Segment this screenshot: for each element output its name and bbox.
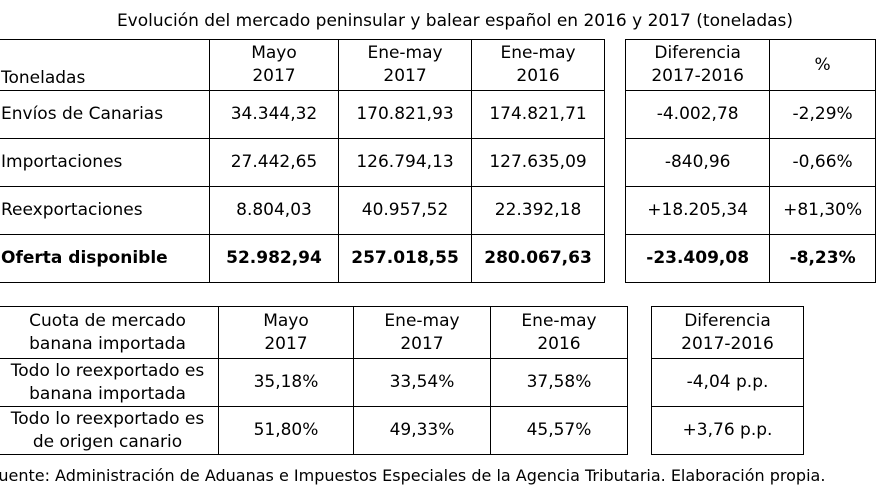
row-label: Oferta disponible — [0, 234, 210, 283]
header-cuota: Cuota de mercado banana importada — [0, 306, 219, 359]
header-toneladas: Toneladas — [0, 39, 210, 91]
row-label: Importaciones — [0, 138, 210, 187]
column-gap — [628, 307, 652, 359]
row-label: Reexportaciones — [0, 186, 210, 235]
cell-enemay-2016: 127.635,09 — [471, 138, 606, 187]
header-enemay-2017: Ene-may 2017 — [338, 39, 473, 91]
table-header-row: Cuota de mercado banana importada Mayo 201… — [0, 306, 804, 359]
source-note: Fuente: Administración de Aduanas e Impu… — [0, 466, 826, 485]
row-label: Envíos de Canarias — [0, 90, 210, 139]
column-gap — [605, 40, 626, 91]
column-gap — [605, 139, 626, 187]
table-header-row: Toneladas Mayo 2017 Ene-may 2017 Ene-may 20… — [0, 39, 876, 91]
row-label: Todo lo reexportado es de origen canario — [0, 406, 219, 455]
cell-percent: +81,30% — [769, 186, 876, 235]
cell-enemay-2016: 45,57% — [490, 406, 628, 455]
cell-diferencia: -23.409,08 — [625, 234, 771, 283]
cell-enemay-2017: 40.957,52 — [338, 186, 473, 235]
cell-enemay-2017: 170.821,93 — [338, 90, 473, 139]
cell-diferencia: +18.205,34 — [625, 186, 771, 235]
header-enemay-2016: Ene-may 2016 — [471, 39, 606, 91]
cell-percent: -2,29% — [769, 90, 876, 139]
cell-percent: -8,23% — [769, 234, 876, 283]
cell-percent: -0,66% — [769, 138, 876, 187]
header-mayo-2017: Mayo 2017 — [208, 39, 340, 91]
cell-enemay-2017: 33,54% — [353, 358, 491, 407]
cell-mayo: 27.442,65 — [208, 138, 340, 187]
cell-enemay-2016: 22.392,18 — [471, 186, 606, 235]
cell-mayo: 51,80% — [218, 406, 354, 455]
column-gap — [605, 91, 626, 139]
header-percent: % — [769, 39, 876, 91]
header-mayo-2017: Mayo 2017 — [218, 306, 354, 359]
cell-mayo: 35,18% — [218, 358, 354, 407]
market-share-table: Cuota de mercado banana importada Mayo 201… — [0, 306, 804, 455]
cell-mayo: 52.982,94 — [208, 234, 340, 283]
row-label: Todo lo reexportado es banana importada — [0, 358, 219, 407]
column-gap — [605, 235, 626, 283]
column-gap — [605, 187, 626, 235]
cell-diferencia: -4.002,78 — [625, 90, 771, 139]
cell-mayo: 8.804,03 — [208, 186, 340, 235]
cell-mayo: 34.344,32 — [208, 90, 340, 139]
cell-enemay-2016: 174.821,71 — [471, 90, 606, 139]
cell-enemay-2016: 37,58% — [490, 358, 628, 407]
cell-diferencia: -4,04 p.p. — [651, 358, 804, 407]
cell-diferencia: +3,76 p.p. — [651, 406, 804, 455]
cell-enemay-2017: 257.018,55 — [338, 234, 473, 283]
cell-enemay-2017: 49,33% — [353, 406, 491, 455]
header-enemay-2016: Ene-may 2016 — [490, 306, 628, 359]
header-enemay-2017: Ene-may 2017 — [353, 306, 491, 359]
table-row: Todo lo reexportado es banana importada 3… — [0, 358, 804, 407]
table-row: Importaciones 27.442,65 126.794,13 127.6… — [0, 138, 876, 187]
table-row: Todo lo reexportado es de origen canario … — [0, 406, 804, 455]
volume-table: Toneladas Mayo 2017 Ene-may 2017 Ene-may 20… — [0, 39, 876, 283]
cell-diferencia: -840,96 — [625, 138, 771, 187]
header-diferencia: Diferencia 2017-2016 — [625, 39, 771, 91]
cell-enemay-2016: 280.067,63 — [471, 234, 606, 283]
column-gap — [628, 359, 652, 407]
table-row: Envíos de Canarias 34.344,32 170.821,93 … — [0, 90, 876, 139]
column-gap — [628, 407, 652, 455]
table-title: Evolución del mercado peninsular y balea… — [116, 11, 794, 31]
header-diferencia: Diferencia 2017-2016 — [651, 306, 804, 359]
cell-enemay-2017: 126.794,13 — [338, 138, 473, 187]
table-row-total: Oferta disponible 52.982,94 257.018,55 2… — [0, 234, 876, 283]
table-row: Reexportaciones 8.804,03 40.957,52 22.39… — [0, 186, 876, 235]
